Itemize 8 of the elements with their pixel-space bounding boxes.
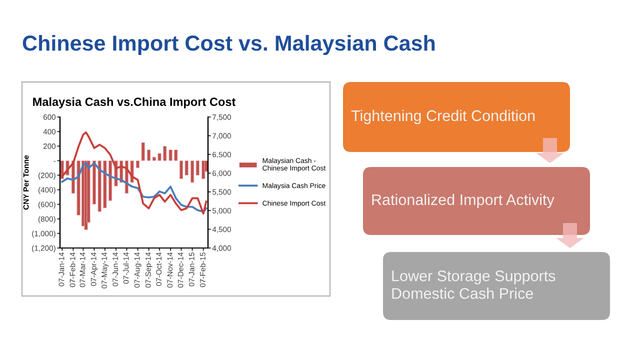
text: Chinese Import Cost vs. Malaysian Cash (22, 34, 435, 56)
line-series (61, 131, 208, 215)
text: Tightening Credit Condition (351, 110, 535, 124)
text: Lower Storage Supports Domestic Cash Price (392, 270, 556, 299)
text: Rationalized Import Activity (372, 194, 554, 208)
line-series (61, 162, 208, 213)
chart-title: Malaysia Cash vs.China Import Cost (33, 97, 236, 108)
bar (202, 160, 206, 180)
